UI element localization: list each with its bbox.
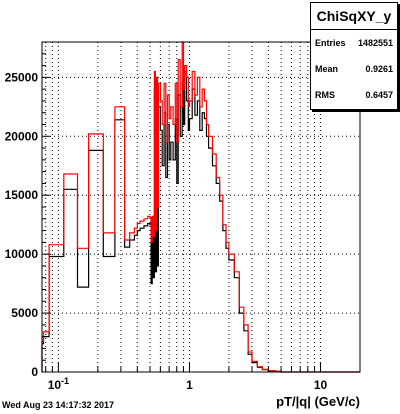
series-2-histogram	[41, 41, 360, 373]
stats-label: Mean	[315, 64, 339, 74]
stats-box: ChiSqXY_y Entries 1482551 Mean 0.9261 RM…	[310, 2, 398, 110]
y-tick-label: 10000	[5, 247, 39, 261]
stats-title: ChiSqXY_y	[311, 3, 397, 30]
x-tick-label: 1	[186, 378, 193, 392]
stats-row-entries: Entries 1482551	[311, 30, 397, 56]
stats-value: 0.9261	[365, 64, 393, 74]
stats-row-rms: RMS 0.6457	[311, 82, 397, 108]
y-tick-label: 0	[31, 365, 38, 379]
y-tick-label: 5000	[11, 306, 38, 320]
x-tick-label: 10	[314, 378, 328, 392]
stats-value: 1482551	[357, 38, 393, 48]
y-tick-label: 25000	[5, 70, 39, 84]
series-1-histogram	[41, 70, 360, 373]
series-layer	[41, 41, 360, 373]
x-axis-title: pT/|q| (GeV/c)	[276, 394, 360, 409]
x-tick-label: 10-1	[48, 376, 69, 392]
stats-label: Entries	[315, 38, 346, 48]
stats-row-mean: Mean 0.9261	[311, 56, 397, 82]
timestamp: Wed Aug 23 14:17:32 2017	[2, 400, 115, 410]
stats-label: RMS	[315, 90, 335, 100]
y-tick-label: 15000	[5, 188, 39, 202]
axis-ticks: 0 5000 10000 15000 20000 25000 10-1 1 10	[5, 53, 361, 392]
y-tick-label: 20000	[5, 129, 39, 143]
stats-value: 0.6457	[365, 90, 393, 100]
